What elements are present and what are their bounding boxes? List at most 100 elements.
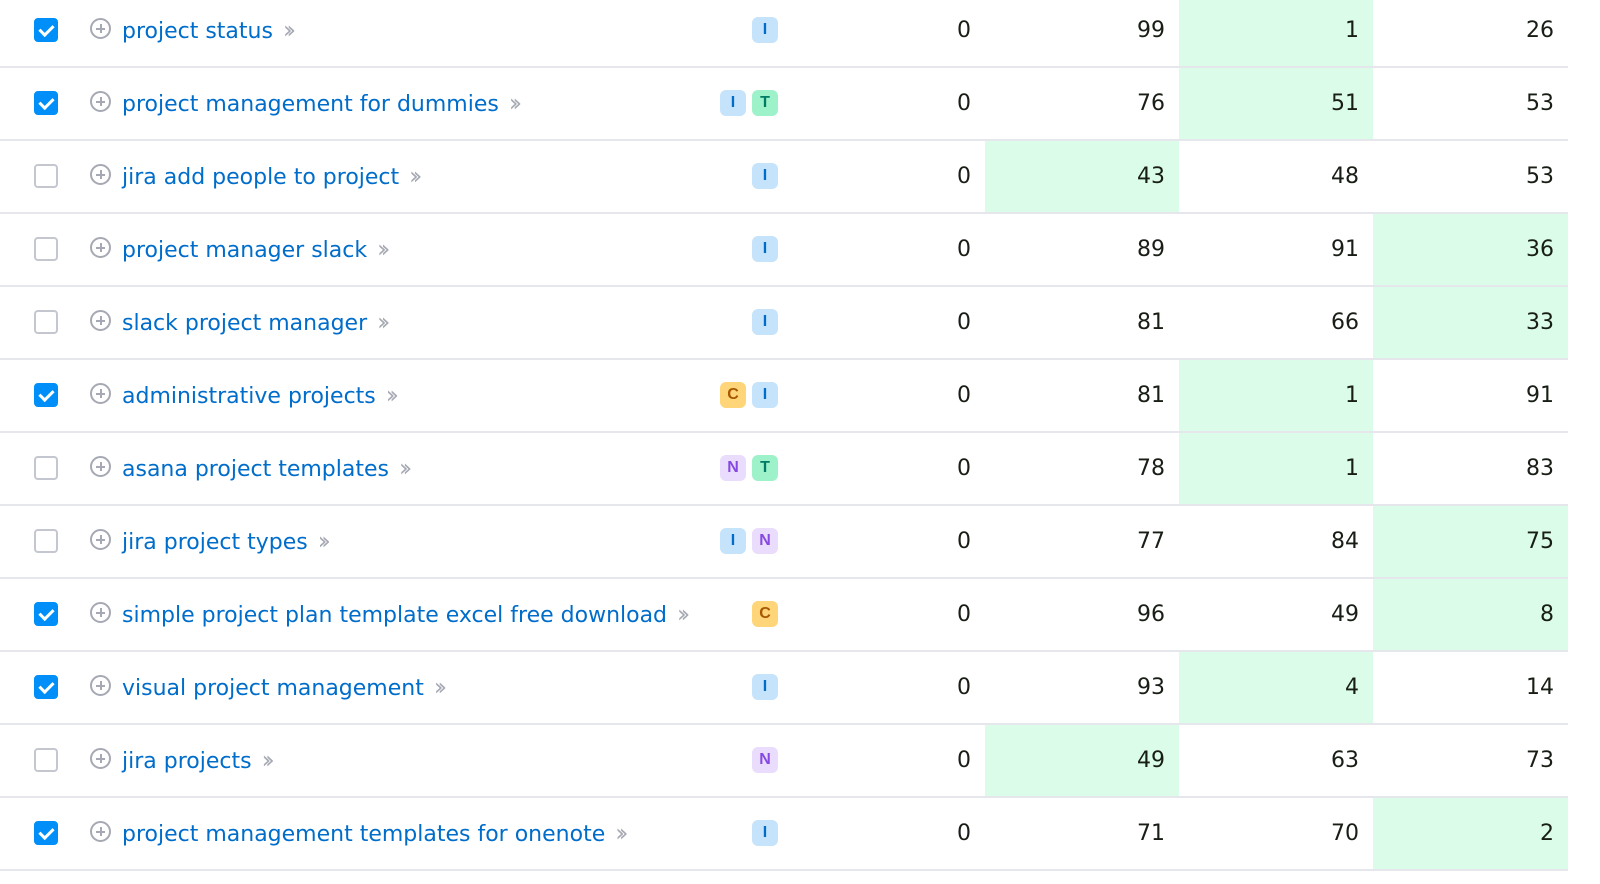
keyword-link[interactable]: slack project manager ›› (122, 308, 391, 336)
double-chevron-right-icon[interactable]: ›› (317, 527, 331, 555)
keyword-text[interactable]: simple project plan template excel free … (122, 603, 668, 628)
metric-cell: 91 (1526, 383, 1554, 408)
add-keyword-plus-icon[interactable] (90, 237, 111, 258)
double-chevron-right-icon[interactable]: ›› (433, 673, 447, 701)
double-chevron-right-icon[interactable]: ›› (398, 454, 412, 482)
metric-cell: 0 (957, 456, 971, 481)
keyword-text[interactable]: project manager slack (122, 238, 368, 263)
metric-cell: 26 (1526, 18, 1554, 43)
keyword-link[interactable]: project manager slack ›› (122, 235, 391, 263)
double-chevron-right-icon[interactable]: ›› (282, 16, 296, 44)
double-chevron-right-icon[interactable]: ›› (377, 235, 390, 263)
add-keyword-plus-icon[interactable] (90, 821, 111, 842)
intent-badges: C (752, 601, 778, 627)
keyword-link[interactable]: administrative projects ›› (122, 381, 399, 409)
keyword-link[interactable]: project management templates for onenote… (122, 819, 629, 847)
intent-badge-n: N (752, 528, 778, 554)
metric-cell: 33 (1373, 287, 1568, 358)
add-keyword-plus-icon[interactable] (90, 675, 111, 696)
table-row: project status ›› I 0 99 1 26 (0, 0, 1568, 68)
keyword-link[interactable]: asana project templates ›› (122, 454, 412, 482)
metric-cell: 91 (1331, 237, 1359, 262)
metric-cell: 1 (1179, 0, 1373, 66)
keyword-link[interactable]: jira projects ›› (122, 746, 275, 774)
intent-badges: I (752, 236, 778, 262)
metric-cell: 0 (957, 383, 971, 408)
metric-cell: 49 (1331, 602, 1359, 627)
keyword-text[interactable]: project status (122, 19, 273, 44)
double-chevron-right-icon[interactable]: ›› (261, 746, 275, 774)
metric-cell: 96 (1137, 602, 1165, 627)
row-checkbox[interactable] (34, 91, 58, 115)
double-chevron-right-icon[interactable]: ›› (385, 381, 399, 409)
intent-badge-n: N (752, 747, 778, 773)
table-row: project manager slack ›› I 0 89 91 36 (0, 214, 1568, 287)
double-chevron-right-icon[interactable]: ›› (377, 308, 390, 336)
metric-cell: 71 (1137, 821, 1165, 846)
row-checkbox[interactable] (34, 237, 58, 261)
keyword-link[interactable]: jira project types ›› (122, 527, 331, 555)
intent-badge-i: I (752, 17, 778, 43)
add-keyword-plus-icon[interactable] (90, 602, 111, 623)
keyword-text[interactable]: jira projects (122, 749, 252, 774)
intent-badges: N (752, 747, 778, 773)
intent-badge-i: I (752, 236, 778, 262)
double-chevron-right-icon[interactable]: ›› (409, 162, 422, 190)
intent-badge-i: I (752, 674, 778, 700)
intent-badges: I (752, 163, 778, 189)
add-keyword-plus-icon[interactable] (90, 456, 111, 477)
metric-cell: 4 (1179, 652, 1373, 723)
keyword-link[interactable]: jira add people to project ›› (122, 162, 423, 190)
intent-badge-i: I (720, 90, 746, 116)
intent-badge-t: T (752, 455, 778, 481)
keyword-link[interactable]: project management for dummies ›› (122, 89, 522, 117)
row-checkbox[interactable] (34, 310, 58, 334)
keyword-text[interactable]: jira project types (122, 530, 308, 555)
metric-cell: 0 (957, 821, 971, 846)
keyword-text[interactable]: asana project templates (122, 457, 389, 482)
add-keyword-plus-icon[interactable] (90, 164, 111, 185)
row-checkbox[interactable] (34, 821, 58, 845)
add-keyword-plus-icon[interactable] (90, 383, 111, 404)
row-checkbox[interactable] (34, 164, 58, 188)
keyword-text[interactable]: project management for dummies (122, 92, 499, 117)
table-row: visual project management ›› I 0 93 4 14 (0, 652, 1568, 725)
metric-cell: 81 (1137, 310, 1165, 335)
keyword-text[interactable]: project management templates for onenote (122, 822, 606, 847)
add-keyword-plus-icon[interactable] (90, 310, 111, 331)
row-checkbox[interactable] (34, 748, 58, 772)
metric-cell: 93 (1137, 675, 1165, 700)
metric-cell: 81 (1137, 383, 1165, 408)
keyword-link[interactable]: simple project plan template excel free … (122, 600, 690, 628)
metric-cell: 53 (1526, 91, 1554, 116)
intent-badge-i: I (752, 309, 778, 335)
add-keyword-plus-icon[interactable] (90, 529, 111, 550)
add-keyword-plus-icon[interactable] (90, 748, 111, 769)
keyword-text[interactable]: jira add people to project (122, 165, 400, 190)
row-checkbox[interactable] (34, 529, 58, 553)
table-row: administrative projects ›› C I 0 81 1 91 (0, 360, 1568, 433)
row-checkbox[interactable] (34, 602, 58, 626)
metric-cell: 0 (957, 675, 971, 700)
row-checkbox[interactable] (34, 456, 58, 480)
metric-cell: 1 (1179, 360, 1373, 431)
intent-badge-i: I (752, 820, 778, 846)
add-keyword-plus-icon[interactable] (90, 91, 111, 112)
keyword-text[interactable]: visual project management (122, 676, 424, 701)
keyword-text[interactable]: slack project manager (122, 311, 368, 336)
keyword-text[interactable]: administrative projects (122, 384, 376, 409)
row-checkbox[interactable] (34, 18, 58, 42)
metric-cell: 1 (1179, 433, 1373, 504)
table-row: jira projects ›› N 0 49 63 73 (0, 725, 1568, 798)
row-checkbox[interactable] (34, 383, 58, 407)
add-keyword-plus-icon[interactable] (90, 18, 111, 39)
metric-cell: 36 (1373, 214, 1568, 285)
keyword-link[interactable]: visual project management ›› (122, 673, 447, 701)
row-checkbox[interactable] (34, 675, 58, 699)
double-chevron-right-icon[interactable]: ›› (615, 819, 628, 847)
double-chevron-right-icon[interactable]: ›› (677, 600, 690, 628)
keyword-link[interactable]: project status ›› (122, 16, 296, 44)
table-row: asana project templates ›› N T 0 78 1 83 (0, 433, 1568, 506)
double-chevron-right-icon[interactable]: ›› (508, 89, 522, 117)
metric-cell: 0 (957, 18, 971, 43)
